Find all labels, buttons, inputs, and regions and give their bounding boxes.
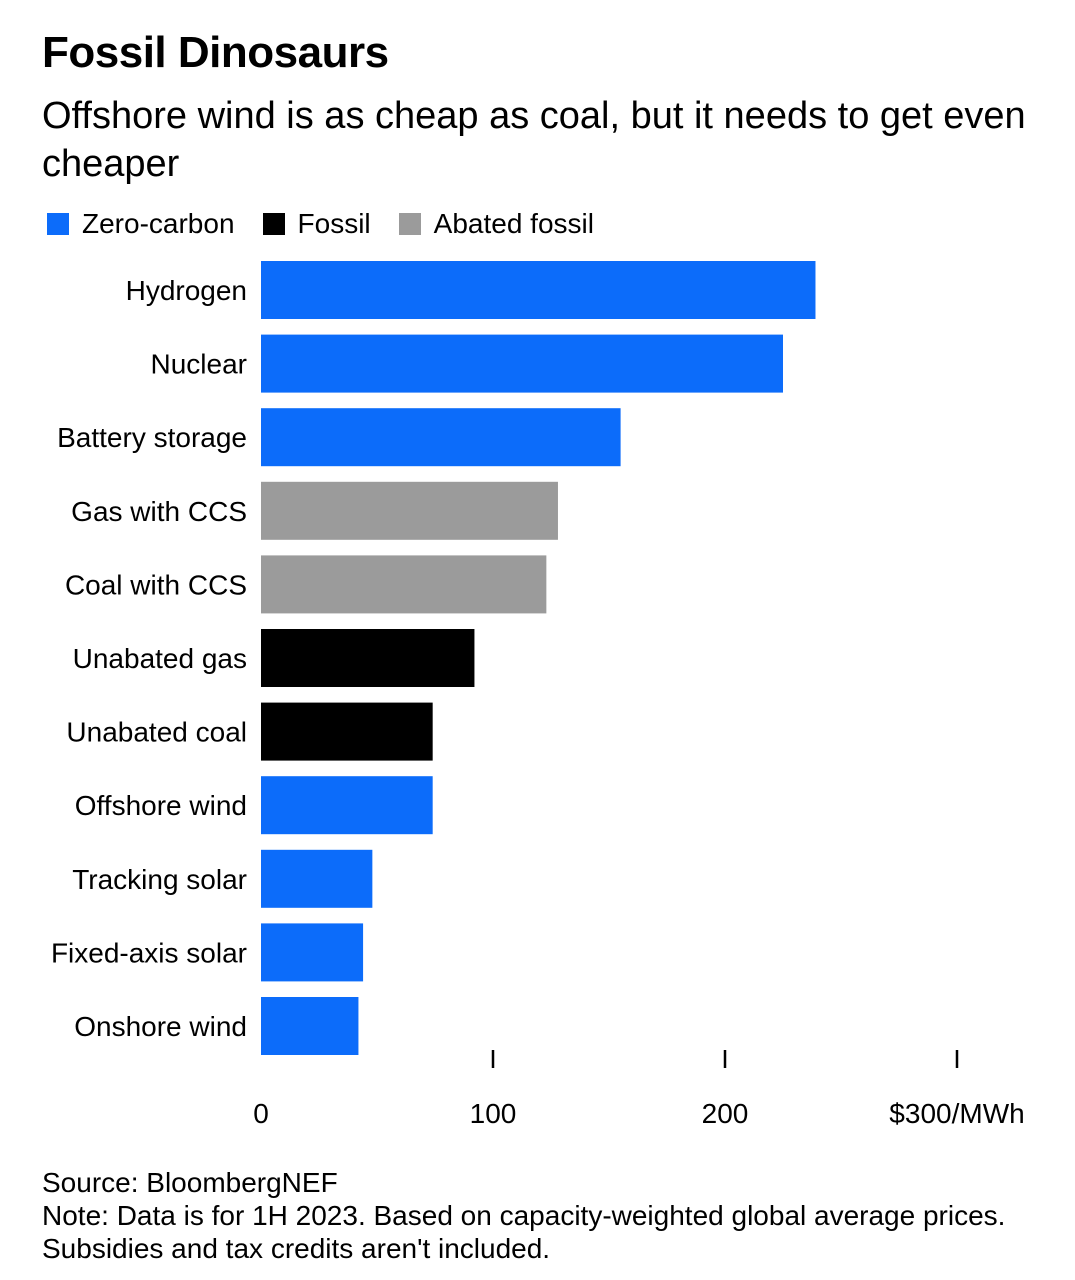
bar-tracking-solar xyxy=(261,849,373,908)
x-tick-label-100: 100 xyxy=(470,1098,517,1129)
bar-fixed-axis-solar xyxy=(261,923,364,982)
note-text: Note: Data is for 1H 2023. Based on capa… xyxy=(42,1200,1006,1264)
bar-onshore-wind xyxy=(261,997,359,1055)
legend-label-abated-fossil: Abated fossil xyxy=(433,208,594,239)
category-label-battery-storage: Battery storage xyxy=(57,422,247,453)
category-label-unabated-coal: Unabated coal xyxy=(66,717,247,748)
category-label-gas-with-ccs: Gas with CCS xyxy=(71,496,247,527)
x-tick-label-300: $300/MWh xyxy=(889,1098,1024,1129)
legend-swatch-fossil xyxy=(262,213,285,235)
legend-swatch-abated-fossil xyxy=(398,213,421,235)
category-label-offshore-wind: Offshore wind xyxy=(75,790,247,821)
legend-item-abated-fossil: Abated fossil xyxy=(398,206,594,242)
x-tick-label-0: 0 xyxy=(253,1098,269,1129)
bar-unabated-gas xyxy=(261,629,475,687)
bar-battery-storage xyxy=(261,408,621,467)
category-label-fixed-axis-solar: Fixed-axis solar xyxy=(51,937,247,968)
category-label-tracking-solar: Tracking solar xyxy=(72,864,247,895)
source-text: Source: BloombergNEF xyxy=(42,1167,338,1198)
chart-subtitle: Offshore wind is as cheap as coal, but i… xyxy=(42,95,1026,185)
category-label-coal-with-ccs: Coal with CCS xyxy=(65,569,247,600)
legend-label-fossil: Fossil xyxy=(297,208,371,239)
bar-chart: Hydrogen Nuclear Battery storage Gas with C… xyxy=(51,261,1025,1129)
bar-offshore-wind xyxy=(261,776,433,835)
bar-unabated-coal xyxy=(261,702,433,761)
legend-item-zero-carbon: Zero-carbon xyxy=(47,206,235,242)
bar-nuclear xyxy=(261,334,783,393)
category-label-onshore-wind: Onshore wind xyxy=(74,1011,247,1042)
category-label-nuclear: Nuclear xyxy=(151,349,247,380)
legend-label-zero-carbon: Zero-carbon xyxy=(82,208,235,239)
bar-coal-with-ccs xyxy=(261,555,547,614)
bar-hydrogen xyxy=(261,261,816,319)
source-notes: Source: BloombergNEF Note: Data is for 1… xyxy=(42,1166,1042,1265)
legend: Zero-carbon Fossil Abated fossil xyxy=(47,206,622,242)
bar-gas-with-ccs xyxy=(261,481,558,540)
legend-item-fossil: Fossil xyxy=(262,206,371,242)
category-label-unabated-gas: Unabated gas xyxy=(73,643,247,674)
legend-swatch-zero-carbon xyxy=(47,213,69,235)
category-label-hydrogen: Hydrogen xyxy=(126,275,247,306)
x-tick-label-200: 200 xyxy=(702,1098,749,1129)
chart-title: Fossil Dinosaurs xyxy=(42,28,389,77)
